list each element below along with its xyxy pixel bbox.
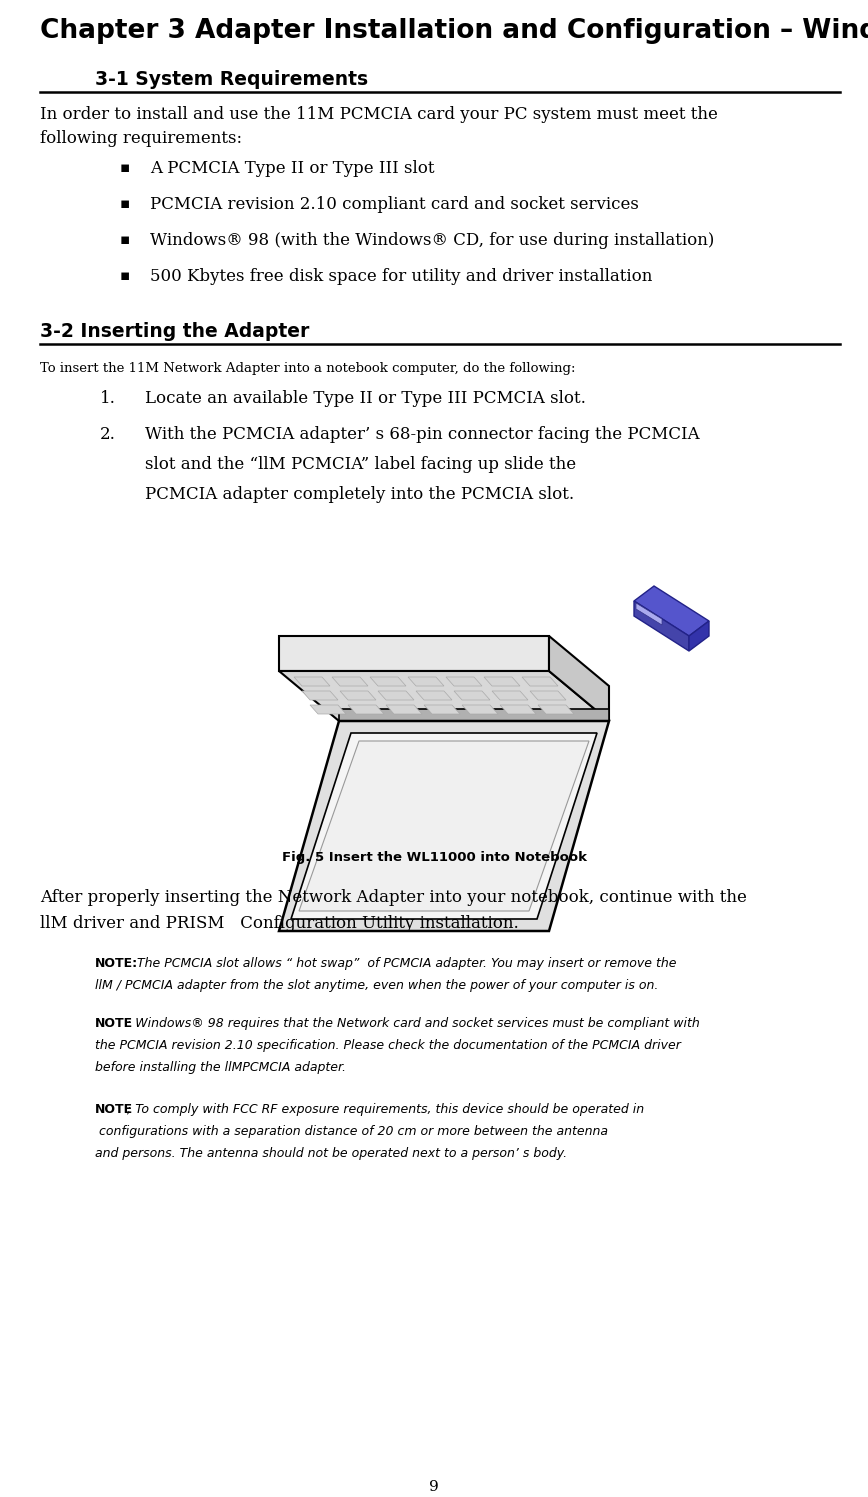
Polygon shape	[549, 636, 609, 722]
Polygon shape	[416, 692, 452, 701]
Text: slot and the “llM PCMCIA” label facing up slide the: slot and the “llM PCMCIA” label facing u…	[145, 457, 576, 473]
Polygon shape	[291, 734, 597, 919]
Text: before installing the llMPCMCIA adapter.: before installing the llMPCMCIA adapter.	[95, 1061, 346, 1073]
Text: llM driver and PRISM   Configuration Utility installation.: llM driver and PRISM Configuration Utili…	[40, 915, 519, 933]
Polygon shape	[378, 692, 414, 701]
Polygon shape	[339, 710, 609, 722]
Polygon shape	[500, 705, 536, 714]
Text: NOTE: NOTE	[95, 1103, 133, 1115]
Polygon shape	[530, 692, 566, 701]
Text: ▪: ▪	[120, 232, 130, 247]
Text: ▪: ▪	[120, 160, 130, 175]
Text: 3-2 Inserting the Adapter: 3-2 Inserting the Adapter	[40, 322, 309, 341]
Polygon shape	[348, 705, 384, 714]
Polygon shape	[689, 621, 709, 651]
Text: and persons. The antenna should not be operated next to a person’ s body.: and persons. The antenna should not be o…	[95, 1147, 567, 1160]
Polygon shape	[492, 692, 528, 701]
Text: A PCMCIA Type II or Type III slot: A PCMCIA Type II or Type III slot	[150, 160, 435, 177]
Text: NOTE:: NOTE:	[95, 957, 138, 970]
Text: In order to install and use the 11M PCMCIA card your PC system must meet the: In order to install and use the 11M PCMC…	[40, 106, 718, 123]
Text: the PCMCIA revision 2.10 specification. Please check the documentation of the PC: the PCMCIA revision 2.10 specification. …	[95, 1039, 681, 1052]
Text: 9: 9	[429, 1481, 439, 1494]
Polygon shape	[408, 677, 444, 686]
Polygon shape	[454, 692, 490, 701]
Polygon shape	[538, 705, 574, 714]
Polygon shape	[279, 636, 549, 671]
Text: Locate an available Type II or Type III PCMCIA slot.: Locate an available Type II or Type III …	[145, 391, 586, 407]
Text: configurations with a separation distance of 20 cm or more between the antenna: configurations with a separation distanc…	[95, 1126, 608, 1138]
Text: PCMCIA revision 2.10 compliant card and socket services: PCMCIA revision 2.10 compliant card and …	[150, 196, 639, 213]
Polygon shape	[302, 692, 338, 701]
Polygon shape	[299, 741, 589, 912]
Polygon shape	[279, 722, 609, 931]
Text: 3-1 System Requirements: 3-1 System Requirements	[95, 70, 368, 88]
Text: Windows® 98 (with the Windows® CD, for use during installation): Windows® 98 (with the Windows® CD, for u…	[150, 232, 714, 249]
Text: Chapter 3 Adapter Installation and Configuration – Windows® 98: Chapter 3 Adapter Installation and Confi…	[40, 18, 868, 43]
Text: following requirements:: following requirements:	[40, 130, 242, 147]
Polygon shape	[636, 603, 662, 626]
Text: llM / PCMCIA adapter from the slot anytime, even when the power of your computer: llM / PCMCIA adapter from the slot anyti…	[95, 979, 658, 993]
Polygon shape	[462, 705, 498, 714]
Text: After properly inserting the Network Adapter into your notebook, continue with t: After properly inserting the Network Ada…	[40, 889, 746, 906]
Polygon shape	[634, 585, 709, 636]
Text: ▪: ▪	[120, 268, 130, 283]
Polygon shape	[424, 705, 460, 714]
Text: Fig. 5 Insert the WL11000 into Notebook: Fig. 5 Insert the WL11000 into Notebook	[281, 850, 587, 864]
Polygon shape	[294, 677, 330, 686]
Polygon shape	[484, 677, 520, 686]
Polygon shape	[310, 705, 346, 714]
Text: 2.: 2.	[100, 427, 115, 443]
Text: ▪: ▪	[120, 196, 130, 211]
Polygon shape	[340, 692, 376, 701]
Text: With the PCMCIA adapter’ s 68-pin connector facing the PCMCIA: With the PCMCIA adapter’ s 68-pin connec…	[145, 427, 700, 443]
Text: NOTE: NOTE	[95, 1016, 133, 1030]
Polygon shape	[332, 677, 368, 686]
Text: The PCMCIA slot allows “ hot swap”  of PCMCIA adapter. You may insert or remove : The PCMCIA slot allows “ hot swap” of PC…	[133, 957, 676, 970]
Polygon shape	[370, 677, 406, 686]
Text: : Windows® 98 requires that the Network card and socket services must be complia: : Windows® 98 requires that the Network …	[127, 1016, 700, 1030]
Text: 1.: 1.	[100, 391, 115, 407]
Polygon shape	[634, 600, 689, 651]
Text: PCMCIA adapter completely into the PCMCIA slot.: PCMCIA adapter completely into the PCMCI…	[145, 487, 574, 503]
Text: 500 Kbytes free disk space for utility and driver installation: 500 Kbytes free disk space for utility a…	[150, 268, 653, 284]
Polygon shape	[279, 671, 609, 722]
Polygon shape	[446, 677, 482, 686]
Text: ; To comply with FCC RF exposure requirements, this device should be operated in: ; To comply with FCC RF exposure require…	[127, 1103, 644, 1115]
Polygon shape	[386, 705, 422, 714]
Polygon shape	[522, 677, 558, 686]
Text: To insert the 11M Network Adapter into a notebook computer, do the following:: To insert the 11M Network Adapter into a…	[40, 362, 575, 376]
